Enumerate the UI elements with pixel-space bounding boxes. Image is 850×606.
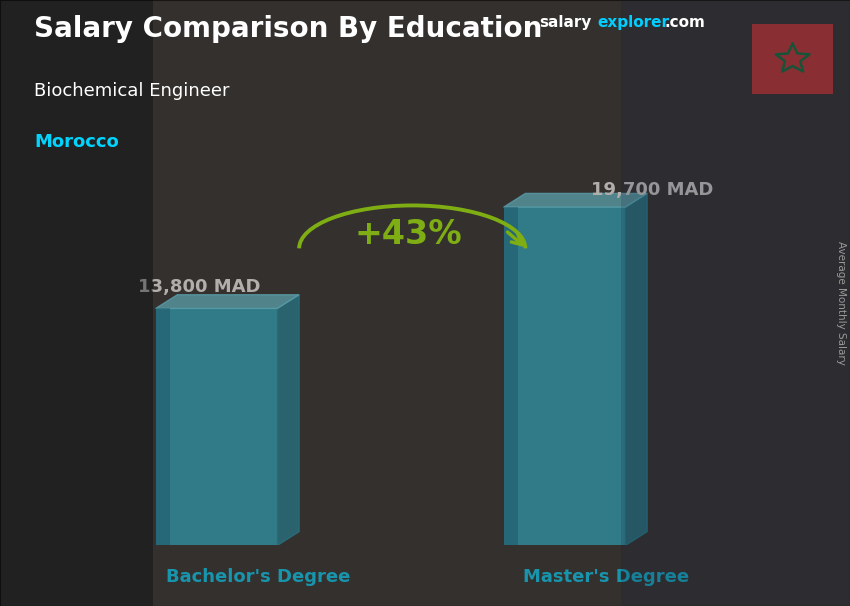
Bar	[503, 207, 626, 545]
Bar	[156, 308, 170, 545]
Polygon shape	[626, 193, 647, 545]
Bar	[156, 308, 277, 545]
Polygon shape	[503, 193, 647, 207]
Text: explorer: explorer	[598, 15, 670, 30]
Text: 13,800 MAD: 13,800 MAD	[139, 278, 261, 296]
Text: Master's Degree: Master's Degree	[523, 568, 688, 586]
Text: Salary Comparison By Education: Salary Comparison By Education	[34, 15, 542, 43]
Text: .com: .com	[665, 15, 706, 30]
Text: +43%: +43%	[354, 218, 462, 251]
Polygon shape	[277, 295, 299, 545]
Text: Bachelor's Degree: Bachelor's Degree	[166, 568, 350, 586]
Text: salary: salary	[540, 15, 592, 30]
Bar	[503, 207, 518, 545]
Text: 19,700 MAD: 19,700 MAD	[591, 181, 713, 199]
Polygon shape	[156, 295, 299, 308]
Text: Morocco: Morocco	[34, 133, 119, 152]
Text: Average Monthly Salary: Average Monthly Salary	[836, 241, 846, 365]
Text: Biochemical Engineer: Biochemical Engineer	[34, 82, 230, 100]
